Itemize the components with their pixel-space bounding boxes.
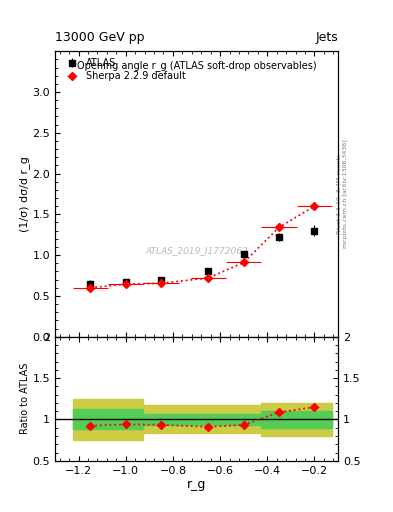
- Text: Opening angle r_g (ATLAS soft-drop observables): Opening angle r_g (ATLAS soft-drop obser…: [77, 60, 316, 71]
- Legend: ATLAS, Sherpa 2.2.9 default: ATLAS, Sherpa 2.2.9 default: [60, 56, 188, 83]
- Y-axis label: Ratio to ATLAS: Ratio to ATLAS: [20, 363, 30, 434]
- Y-axis label: Rivet 3.1.10, 3.4M events
mcplots.cern.ch [arXiv:1306.3436]: Rivet 3.1.10, 3.4M events mcplots.cern.c…: [337, 140, 347, 248]
- X-axis label: r_g: r_g: [187, 478, 206, 492]
- Text: Jets: Jets: [315, 31, 338, 44]
- Y-axis label: (1/σ) dσ/d r_g: (1/σ) dσ/d r_g: [19, 156, 29, 232]
- Text: ATLAS_2019_I1772062: ATLAS_2019_I1772062: [145, 247, 248, 255]
- Text: 13000 GeV pp: 13000 GeV pp: [55, 31, 145, 44]
